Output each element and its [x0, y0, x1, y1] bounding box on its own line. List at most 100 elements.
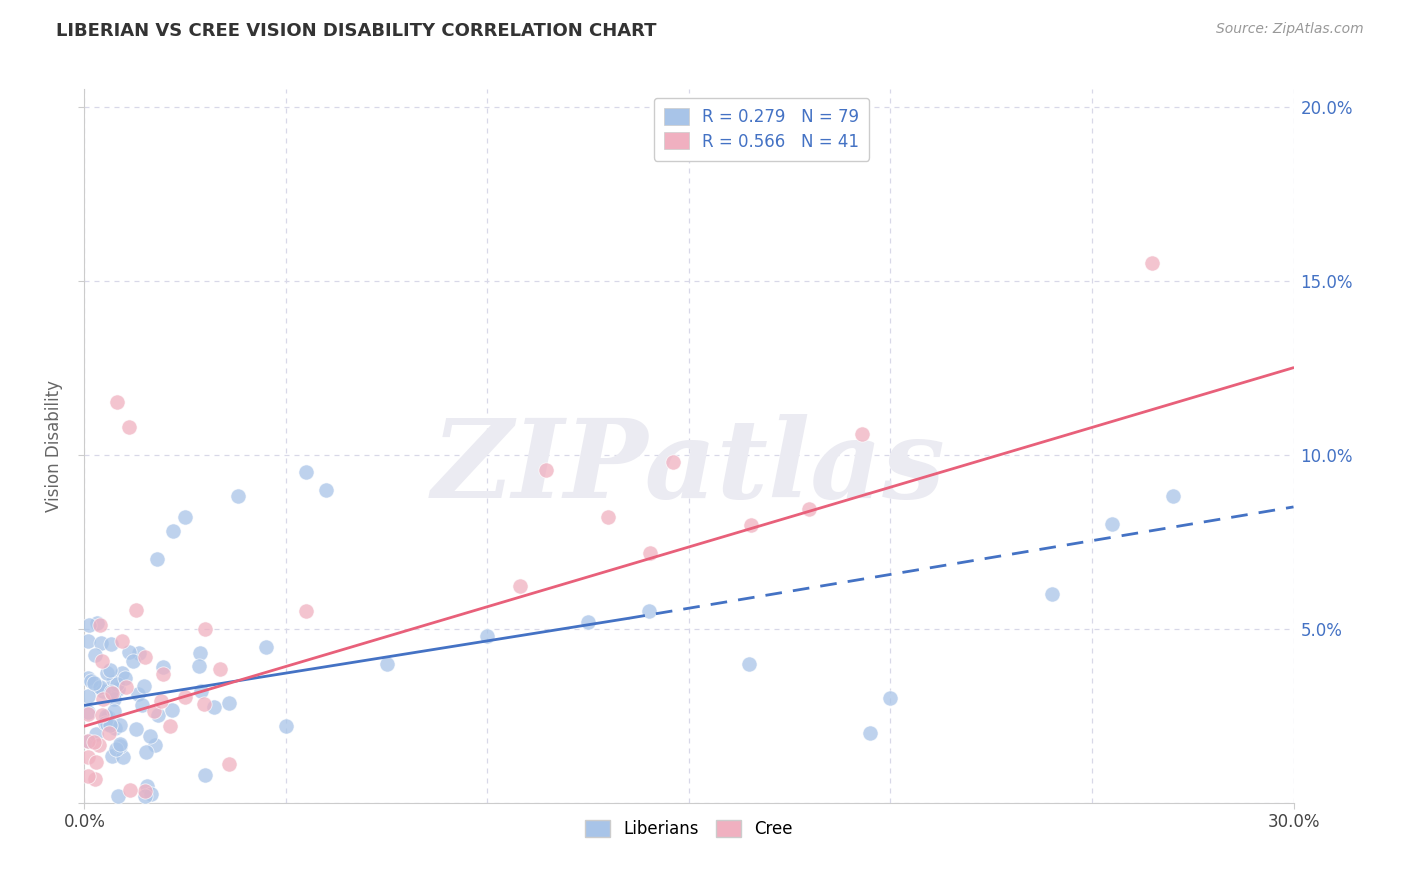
Point	[190, 684, 212, 698]
Point	[111, 633, 134, 648]
Point	[77, 617, 100, 632]
Point	[77, 734, 100, 748]
Point	[202, 700, 225, 714]
Point	[77, 671, 100, 685]
Point	[534, 462, 557, 476]
Point	[77, 733, 100, 747]
Point	[254, 640, 277, 655]
Point	[104, 722, 127, 736]
Point	[84, 755, 107, 769]
Point	[143, 704, 166, 718]
Point	[83, 735, 105, 749]
Point	[87, 738, 110, 752]
Point	[859, 726, 882, 740]
Point	[100, 685, 122, 699]
Point	[96, 709, 118, 723]
Point	[104, 742, 127, 756]
Point	[226, 490, 249, 504]
Point	[138, 729, 160, 743]
Point	[80, 673, 103, 688]
Point	[96, 665, 118, 680]
Text: LIBERIAN VS CREE VISION DISABILITY CORRELATION CHART: LIBERIAN VS CREE VISION DISABILITY CORRE…	[56, 22, 657, 40]
Point	[1142, 256, 1164, 270]
Point	[84, 727, 107, 741]
Point	[103, 692, 125, 706]
Point	[134, 649, 156, 664]
Point	[118, 644, 141, 658]
Point	[91, 683, 114, 698]
Point	[135, 745, 157, 759]
Point	[141, 787, 163, 801]
Point	[97, 725, 120, 739]
Point	[134, 679, 156, 693]
Point	[740, 517, 762, 532]
Point	[114, 672, 136, 686]
Text: ZIPatlas: ZIPatlas	[432, 414, 946, 521]
Point	[101, 749, 124, 764]
Point	[274, 719, 297, 733]
Point	[598, 510, 620, 524]
Point	[152, 666, 174, 681]
Point	[190, 646, 212, 660]
Point	[576, 615, 599, 629]
Point	[91, 654, 114, 668]
Point	[90, 635, 112, 649]
Point	[122, 654, 145, 668]
Point	[879, 691, 901, 706]
Point	[125, 723, 148, 737]
Point	[89, 681, 111, 695]
Point	[98, 717, 121, 731]
Point	[108, 739, 131, 753]
Point	[91, 692, 114, 706]
Point	[159, 719, 181, 733]
Point	[118, 420, 141, 434]
Point	[111, 665, 134, 680]
Point	[143, 738, 166, 752]
Point	[77, 750, 100, 764]
Point	[509, 579, 531, 593]
Point	[100, 637, 122, 651]
Point	[797, 501, 820, 516]
Point	[295, 465, 318, 479]
Point	[662, 455, 685, 469]
Point	[111, 750, 134, 764]
Point	[105, 677, 128, 691]
Point	[194, 768, 217, 782]
Point	[94, 716, 117, 731]
Point	[125, 603, 148, 617]
Point	[77, 633, 100, 648]
Point	[96, 710, 118, 724]
Point	[110, 737, 132, 751]
Point	[637, 604, 659, 618]
Point	[477, 629, 499, 643]
Point	[134, 789, 156, 803]
Point	[77, 690, 100, 704]
Point	[107, 682, 129, 697]
Point	[375, 657, 398, 671]
Point	[90, 708, 112, 723]
Point	[114, 680, 136, 694]
Point	[640, 546, 662, 560]
Point	[103, 705, 125, 719]
Point	[738, 657, 761, 671]
Point	[135, 779, 157, 793]
Point	[146, 707, 169, 722]
Point	[174, 690, 197, 705]
Point	[134, 784, 156, 798]
Point	[1161, 490, 1184, 504]
Point	[162, 524, 184, 539]
Y-axis label: Vision Disability: Vision Disability	[45, 380, 63, 512]
Point	[108, 718, 131, 732]
Point	[218, 757, 240, 772]
Point	[128, 646, 150, 660]
Point	[152, 660, 174, 674]
Text: Source: ZipAtlas.com: Source: ZipAtlas.com	[1216, 22, 1364, 37]
Point	[98, 663, 121, 677]
Point	[149, 694, 172, 708]
Point	[295, 604, 318, 618]
Point	[107, 789, 129, 803]
Point	[127, 687, 149, 701]
Point	[89, 617, 111, 632]
Point	[187, 659, 209, 673]
Point	[209, 662, 232, 676]
